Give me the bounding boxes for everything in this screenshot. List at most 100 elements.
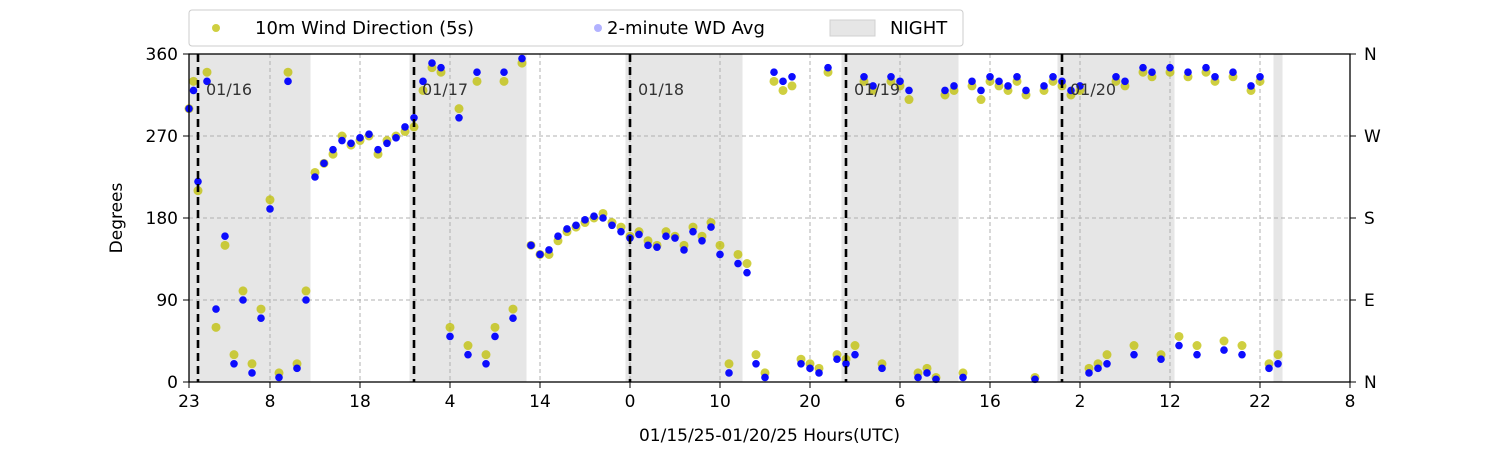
series-1-point-58 <box>698 236 706 245</box>
series-1-point-38 <box>518 54 526 63</box>
series-0-point-122 <box>1273 350 1283 360</box>
x-tick-label-4: 14 <box>529 392 551 412</box>
day-marker-label-1: 01/17 <box>422 80 468 99</box>
series-1-point-43 <box>563 225 571 233</box>
series-1-point-67 <box>779 77 787 86</box>
series-1-point-90 <box>986 72 994 81</box>
series-1-point-30 <box>446 332 454 341</box>
x-tick-label-12: 22 <box>1249 392 1271 412</box>
series-1-point-69 <box>797 359 805 368</box>
series-0-point-63 <box>742 259 752 269</box>
y-tick-label-left-3: 270 <box>146 127 178 147</box>
series-1-point-8 <box>248 369 256 377</box>
series-0-point-33 <box>472 76 482 86</box>
series-0-point-10 <box>265 195 275 205</box>
series-1-point-79 <box>887 72 895 81</box>
series-1-point-54 <box>662 232 670 241</box>
series-1-point-112 <box>1184 68 1192 77</box>
series-1-point-64 <box>752 359 760 368</box>
series-1-point-103 <box>1103 359 1111 368</box>
x-tick-label-11: 12 <box>1159 392 1181 412</box>
series-1-point-71 <box>815 369 823 377</box>
series-1-point-49 <box>617 227 625 236</box>
series-1-point-17 <box>329 145 337 154</box>
series-0-point-34 <box>481 350 491 360</box>
x-axis-label: 01/15/25-01/20/25 Hours(UTC) <box>639 426 900 446</box>
legend-marker-1 <box>594 24 602 32</box>
series-0-point-66 <box>769 76 779 86</box>
series-1-point-75 <box>851 350 859 359</box>
series-1-point-65 <box>761 373 769 382</box>
series-1-point-73 <box>833 355 841 364</box>
series-1-point-80 <box>896 77 904 86</box>
y-tick-label-right-4: N <box>1364 45 1377 65</box>
day-marker-label-4: 01/20 <box>1070 80 1116 99</box>
series-1-point-68 <box>788 72 796 81</box>
series-1-point-12 <box>284 77 292 86</box>
series-1-point-47 <box>599 214 607 222</box>
series-1-point-81 <box>905 86 913 95</box>
day-marker-label-0: 01/16 <box>206 80 252 99</box>
y-tick-label-left-0: 0 <box>167 373 178 393</box>
legend-night-patch <box>829 19 876 37</box>
series-1-point-29 <box>437 63 445 72</box>
series-1-point-72 <box>824 63 832 72</box>
series-1-point-116 <box>1220 346 1228 354</box>
series-0-point-35 <box>490 322 500 332</box>
legend-marker-0 <box>212 24 220 32</box>
series-0-point-106 <box>1129 341 1139 351</box>
y-tick-label-right-3: W <box>1364 127 1381 147</box>
series-1-point-25 <box>401 123 409 131</box>
series-1-point-115 <box>1211 72 1219 81</box>
series-layer <box>184 54 1283 384</box>
y-axis-label: Degrees <box>107 182 127 253</box>
series-0-point-89 <box>976 95 986 105</box>
series-0-point-5 <box>220 240 230 250</box>
series-1-point-78 <box>878 364 886 373</box>
y-tick-label-right-1: E <box>1364 291 1375 311</box>
series-1-point-97 <box>1049 72 1057 81</box>
series-1-point-107 <box>1139 63 1147 72</box>
day-marker-label-3: 01/19 <box>854 80 900 99</box>
series-1-point-56 <box>680 246 688 254</box>
series-1-point-53 <box>653 243 661 251</box>
night-band-0 <box>189 54 311 382</box>
legend-label-1: 2-minute WD Avg <box>607 18 765 39</box>
series-1-point-18 <box>338 136 346 145</box>
series-1-point-14 <box>302 296 310 304</box>
series-1-point-57 <box>689 227 697 236</box>
x-tick-label-6: 10 <box>709 392 731 412</box>
series-1-point-2 <box>194 177 202 186</box>
series-1-point-70 <box>806 364 814 373</box>
series-1-point-41 <box>545 246 553 254</box>
series-0-point-6 <box>229 350 239 360</box>
series-1-point-82 <box>914 373 922 382</box>
y-tick-label-right-2: S <box>1364 209 1375 229</box>
series-1-point-13 <box>293 364 301 373</box>
day-marker-layer: 01/16 01/17 01/18 01/19 01/20 <box>196 54 1116 382</box>
series-0-point-60 <box>715 240 725 250</box>
series-0-point-118 <box>1237 341 1247 351</box>
series-1-point-87 <box>959 373 967 382</box>
series-1-point-111 <box>1175 341 1183 350</box>
series-1-point-1 <box>189 86 198 95</box>
series-0-point-32 <box>463 341 473 351</box>
x-tick-label-7: 20 <box>799 392 821 412</box>
y-tick-label-left-2: 180 <box>146 209 178 229</box>
series-1-point-6 <box>230 359 238 368</box>
series-1-point-45 <box>581 216 589 224</box>
series-0-point-62 <box>733 249 743 259</box>
series-1-point-91 <box>995 77 1003 86</box>
series-0-point-1 <box>189 76 198 86</box>
series-1-point-20 <box>356 134 364 142</box>
series-1-point-74 <box>842 359 850 368</box>
series-1-point-92 <box>1004 82 1012 90</box>
series-1-point-102 <box>1094 364 1102 373</box>
series-0-point-103 <box>1102 350 1112 360</box>
series-1-point-22 <box>374 145 382 154</box>
series-1-point-85 <box>941 86 949 95</box>
series-0-point-116 <box>1219 336 1229 346</box>
series-1-point-101 <box>1085 369 1093 377</box>
x-tick-label-5: 0 <box>625 392 636 412</box>
y-tick-label-left-4: 360 <box>146 45 178 65</box>
